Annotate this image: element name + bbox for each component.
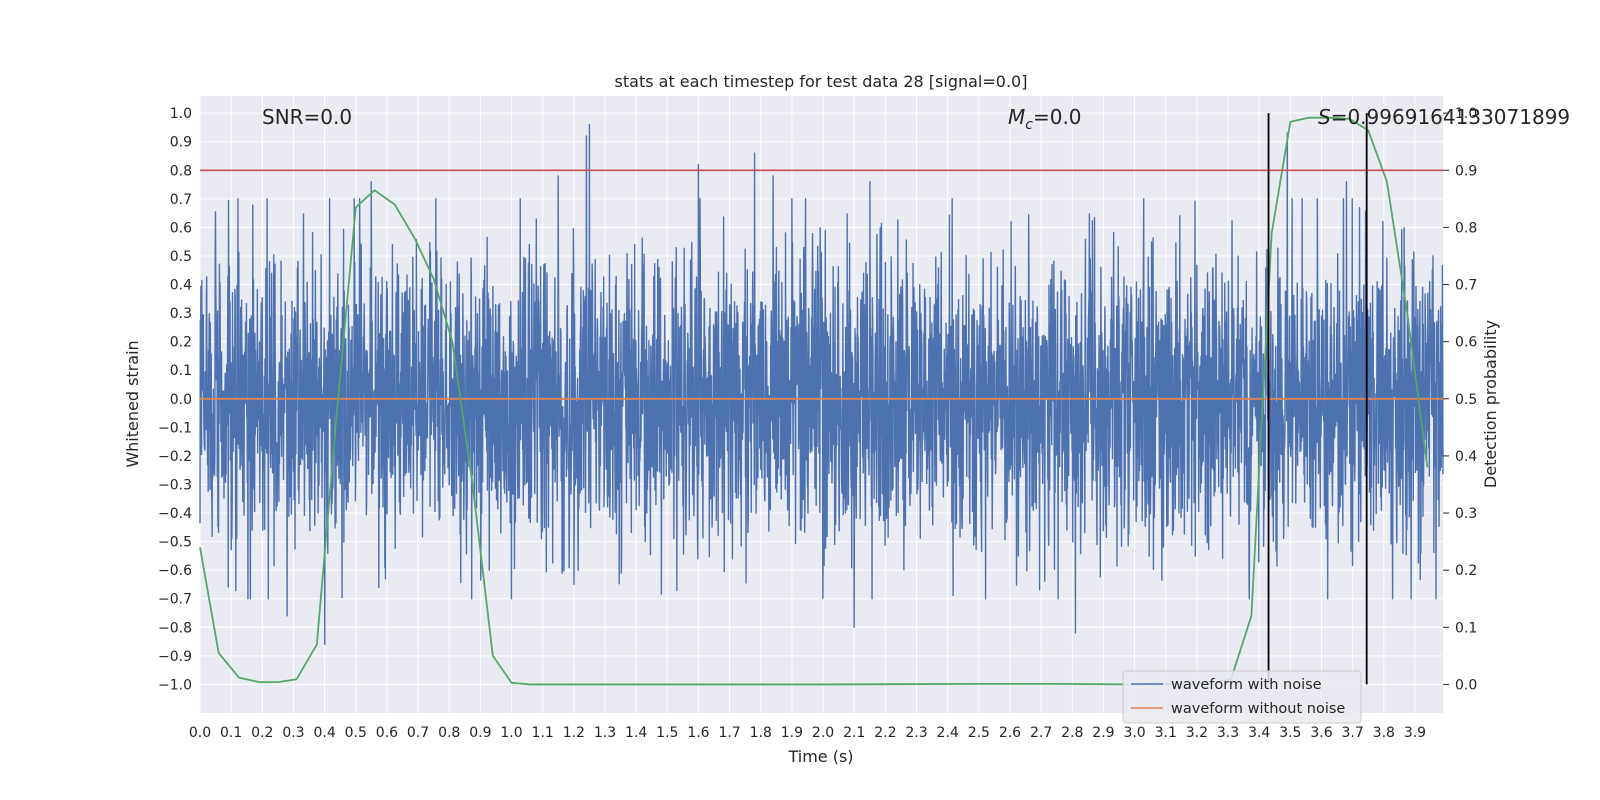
- x-tick-label: 1.7: [718, 725, 740, 741]
- x-tick-label: 0.0: [189, 725, 211, 741]
- x-tick-label: 3.3: [1217, 725, 1239, 741]
- x-tick-label: 0.8: [438, 725, 460, 741]
- series-layer: [199, 113, 1444, 686]
- y-axis-label: Whitened strain: [123, 340, 142, 467]
- tick-layer: 0.0 0.1 0.2 0.3 0.4 0.5 0.6 0.7 0.8 0.9 1.0 1.1 1.2 1…: [158, 106, 1477, 741]
- x-tick-label: 3.6: [1310, 725, 1332, 741]
- series-detection-probability: [199, 116, 1429, 686]
- y2-tick-label: 0.6: [1455, 335, 1477, 351]
- y-tick-label: 0.9: [170, 135, 192, 151]
- y-tick-label: −0.8: [158, 620, 192, 636]
- y2-tick-label: 0.1: [1455, 620, 1477, 636]
- x-tick-label: 1.1: [532, 725, 554, 741]
- chart-title: stats at each timestep for test data 28 …: [615, 72, 1028, 91]
- y-tick-label: −0.9: [158, 649, 192, 665]
- x-tick-label: 1.8: [750, 725, 772, 741]
- x-tick-label: 2.3: [905, 725, 927, 741]
- x-tick-label: 3.7: [1342, 725, 1364, 741]
- x-tick-label: 0.6: [376, 725, 398, 741]
- x-tick-label: 3.1: [1155, 725, 1177, 741]
- mc-value: =0.0: [1033, 105, 1082, 129]
- y-tick-label: 0.3: [170, 306, 192, 322]
- y2-axis-label: Detection probability: [1481, 320, 1500, 488]
- x-tick-label: 1.5: [656, 725, 678, 741]
- y2-tick-label: 0.2: [1455, 563, 1477, 579]
- x-tick-label: 2.7: [1030, 725, 1052, 741]
- x-axis-label: Time (s): [787, 747, 853, 766]
- x-tick-label: 2.6: [999, 725, 1021, 741]
- y2-tick-label: 0.7: [1455, 278, 1477, 294]
- x-tick-label: 2.8: [1061, 725, 1083, 741]
- s-value: =0.9969164133071899: [1331, 105, 1570, 129]
- x-tick-label: 3.9: [1404, 725, 1426, 741]
- y-tick-label: 0.7: [170, 192, 192, 208]
- y-tick-label: −1.0: [158, 677, 192, 693]
- legend-box: [1122, 670, 1362, 724]
- x-tick-label: 0.4: [313, 725, 335, 741]
- x-tick-label: 3.0: [1123, 725, 1145, 741]
- y2-tick-label: 0.8: [1455, 220, 1477, 236]
- y-tick-label: 0.5: [170, 249, 192, 265]
- y-tick-label: 0.4: [170, 278, 192, 294]
- legend-label-waveform-with-noise: waveform with noise: [1171, 677, 1322, 693]
- x-tick-label: 1.0: [500, 725, 522, 741]
- y-tick-label: −0.2: [158, 449, 192, 465]
- y-tick-label: −0.4: [158, 506, 192, 522]
- x-tick-label: 3.5: [1279, 725, 1301, 741]
- x-tick-label: 2.2: [874, 725, 896, 741]
- mc-subscript: c: [1025, 117, 1033, 133]
- y-tick-label: 0.1: [170, 363, 192, 379]
- y2-tick-label: 0.9: [1455, 163, 1477, 179]
- x-tick-label: 0.2: [251, 725, 273, 741]
- x-tick-label: 1.9: [781, 725, 803, 741]
- y-tick-label: −0.7: [158, 592, 192, 608]
- s-symbol: S: [1318, 105, 1331, 129]
- mc-symbol: M: [1008, 105, 1025, 129]
- legend: waveform with noise waveform without noi…: [1122, 670, 1362, 724]
- y2-tick-label: 0.5: [1455, 392, 1477, 408]
- x-tick-label: 2.4: [937, 725, 959, 741]
- x-tick-label: 1.6: [687, 725, 709, 741]
- s-annotation: S=0.9969164133071899: [1318, 105, 1570, 129]
- x-tick-label: 0.3: [282, 725, 304, 741]
- x-tick-label: 0.9: [469, 725, 491, 741]
- y-tick-label: −0.3: [158, 477, 192, 493]
- x-tick-label: 1.4: [625, 725, 647, 741]
- y-tick-label: −0.5: [158, 535, 192, 551]
- mc-annotation: Mc=0.0: [1008, 105, 1082, 133]
- y-tick-label: 0.2: [170, 335, 192, 351]
- x-tick-label: 3.4: [1248, 725, 1270, 741]
- x-tick-label: 0.1: [220, 725, 242, 741]
- y2-tick-label: 0.0: [1455, 677, 1477, 693]
- x-tick-label: 2.5: [968, 725, 990, 741]
- x-tick-label: 0.5: [345, 725, 367, 741]
- x-tick-label: 3.8: [1373, 725, 1395, 741]
- y2-tick-label: 0.4: [1455, 449, 1477, 465]
- y-tick-label: 0.0: [170, 392, 192, 408]
- snr-annotation: SNR=0.0: [262, 105, 352, 129]
- x-tick-label: 1.2: [563, 725, 585, 741]
- x-tick-label: 0.7: [407, 725, 429, 741]
- y2-tick-label: 0.3: [1455, 506, 1477, 522]
- y-tick-label: 0.8: [170, 163, 192, 179]
- x-tick-label: 2.0: [812, 725, 834, 741]
- y-tick-label: 1.0: [170, 106, 192, 122]
- y-tick-label: 0.6: [170, 220, 192, 236]
- x-tick-label: 2.1: [843, 725, 865, 741]
- series-waveform-with-noise: [199, 123, 1444, 646]
- x-tick-label: 3.2: [1186, 725, 1208, 741]
- y2-tick-label: 1.0: [1455, 106, 1477, 122]
- legend-label-waveform-without-noise: waveform without noise: [1171, 701, 1345, 717]
- y-tick-label: −0.1: [158, 420, 192, 436]
- x-tick-label: 2.9: [1092, 725, 1114, 741]
- y-tick-label: −0.6: [158, 563, 192, 579]
- x-tick-label: 1.3: [594, 725, 616, 741]
